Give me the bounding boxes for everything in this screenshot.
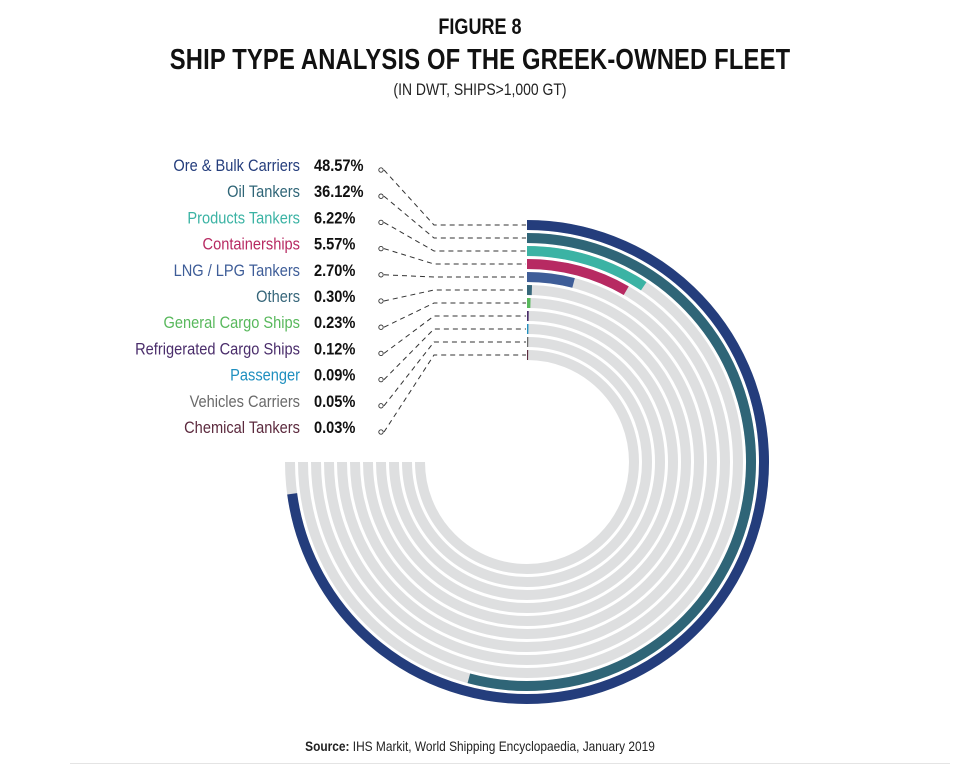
- series-value-ore-bulk-carriers: 48.57%: [314, 157, 364, 175]
- track-lng-lpg-tankers: [337, 272, 717, 652]
- leader-line-refrigerated-cargo-ships: [383, 315, 526, 354]
- series-name-containerships: Containerships: [203, 236, 301, 254]
- series-name-general-cargo-ships: General Cargo Ships: [164, 314, 301, 332]
- track-passenger: [389, 324, 665, 600]
- leader-line-oil-tankers: [383, 195, 526, 239]
- series-name-vehicles-carriers: Vehicles Carriers: [190, 393, 300, 411]
- leader-line-others: [383, 289, 526, 302]
- series-name-products-tankers: Products Tankers: [187, 209, 300, 227]
- leader-dot-general-cargo-ships: [378, 324, 384, 330]
- leader-dot-oil-tankers: [378, 193, 384, 199]
- series-value-vehicles-carriers: 0.05%: [314, 393, 355, 411]
- track-chemical-tankers: [415, 350, 639, 574]
- source-text: IHS Markit, World Shipping Encyclopaedia…: [352, 738, 655, 754]
- leader-dot-products-tankers: [378, 219, 384, 226]
- track-products-tankers: [311, 246, 743, 678]
- track-general-cargo-ships: [363, 298, 691, 626]
- series-value-lng-lpg-tankers: 2.70%: [314, 262, 355, 280]
- bar-lng-lpg-tankers: [526, 272, 575, 288]
- bar-ore-bulk-carriers: [287, 220, 769, 704]
- leader-dot-passenger: [378, 376, 384, 383]
- bar-containerships: [526, 259, 629, 296]
- track-refrigerated-cargo-ships: [376, 311, 678, 613]
- series-name-others: Others: [256, 288, 300, 306]
- series-value-oil-tankers: 36.12%: [314, 183, 364, 201]
- bar-products-tankers: [526, 246, 647, 291]
- track-containerships: [324, 259, 730, 665]
- series-value-others: 0.30%: [314, 288, 355, 306]
- source-label: Source:: [305, 738, 350, 754]
- track-others: [350, 285, 704, 639]
- figure-number: FIGURE 8: [438, 14, 522, 39]
- chart-subtitle: (IN DWT, SHIPS>1,000 GT): [393, 80, 567, 99]
- leader-dot-ore-bulk-carriers: [378, 167, 384, 173]
- bar-oil-tankers: [467, 233, 756, 691]
- leader-dot-containerships: [378, 245, 384, 252]
- track-group: [285, 220, 769, 704]
- leader-line-lng-lpg-tankers: [383, 274, 526, 278]
- series-value-products-tankers: 6.22%: [314, 209, 355, 227]
- bar-group: [287, 220, 769, 704]
- label-group: Ore & Bulk Carriers 48.57% Oil Tankers 36.1…: [135, 157, 363, 437]
- radial-bar-chart: Ore & Bulk Carriers 48.57% Oil Tankers 36.1…: [135, 157, 769, 704]
- track-vehicles-carriers: [402, 337, 652, 587]
- leader-dot-others: [378, 298, 384, 304]
- series-name-lng-lpg-tankers: LNG / LPG Tankers: [174, 262, 300, 280]
- series-name-chemical-tankers: Chemical Tankers: [184, 419, 300, 437]
- chart-title: SHIP TYPE ANALYSIS OF THE GREEK-OWNED FL…: [169, 44, 791, 76]
- leader-dot-vehicles-carriers: [378, 403, 384, 409]
- leader-dot-refrigerated-cargo-ships: [378, 350, 384, 357]
- leader-dot-lng-lpg-tankers: [378, 272, 384, 278]
- leader-group: [378, 167, 526, 435]
- source-note: Source: IHS Markit, World Shipping Encyc…: [72, 738, 888, 754]
- series-name-oil-tankers: Oil Tankers: [227, 183, 300, 201]
- leader-line-general-cargo-ships: [383, 302, 526, 328]
- series-value-containerships: 5.57%: [314, 236, 355, 254]
- leader-dot-chemical-tankers: [378, 429, 384, 435]
- leader-line-ore-bulk-carriers: [383, 169, 526, 226]
- series-value-passenger: 0.09%: [314, 367, 355, 385]
- series-name-passenger: Passenger: [230, 367, 301, 385]
- leader-line-products-tankers: [383, 221, 526, 252]
- series-value-general-cargo-ships: 0.23%: [314, 314, 355, 332]
- series-value-refrigerated-cargo-ships: 0.12%: [314, 340, 355, 358]
- leader-line-passenger: [383, 328, 526, 380]
- leader-line-vehicles-carriers: [383, 341, 526, 407]
- series-name-ore-bulk-carriers: Ore & Bulk Carriers: [173, 157, 300, 175]
- series-value-chemical-tankers: 0.03%: [314, 419, 355, 437]
- leader-line-chemical-tankers: [383, 354, 526, 433]
- series-name-refrigerated-cargo-ships: Refrigerated Cargo Ships: [135, 340, 300, 358]
